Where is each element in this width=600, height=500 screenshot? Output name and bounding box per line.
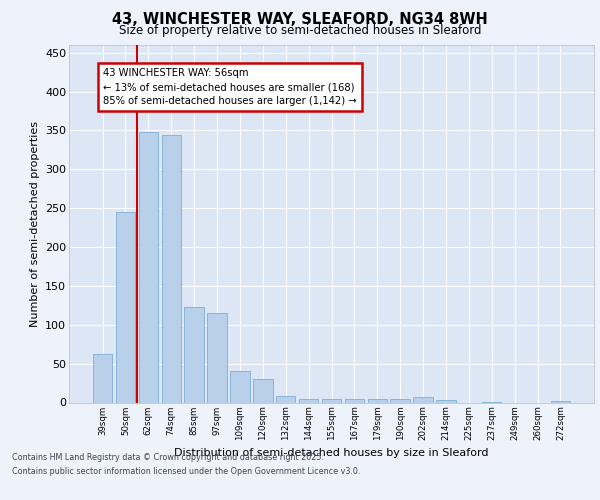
Y-axis label: Number of semi-detached properties: Number of semi-detached properties xyxy=(29,120,40,327)
Bar xyxy=(344,400,364,402)
Text: 43, WINCHESTER WAY, SLEAFORD, NG34 8WH: 43, WINCHESTER WAY, SLEAFORD, NG34 8WH xyxy=(112,12,488,28)
Bar xyxy=(436,400,455,402)
Bar xyxy=(116,212,135,402)
X-axis label: Distribution of semi-detached houses by size in Sleaford: Distribution of semi-detached houses by … xyxy=(174,448,489,458)
Bar xyxy=(93,354,112,403)
Bar xyxy=(322,400,341,402)
Bar xyxy=(230,372,250,402)
Bar xyxy=(184,307,204,402)
Bar xyxy=(208,313,227,402)
Bar xyxy=(253,379,272,402)
Bar xyxy=(551,401,570,402)
Bar xyxy=(276,396,295,402)
Bar xyxy=(368,398,387,402)
Bar xyxy=(161,135,181,402)
Bar xyxy=(391,398,410,402)
Text: Contains public sector information licensed under the Open Government Licence v3: Contains public sector information licen… xyxy=(12,467,361,476)
Bar xyxy=(299,400,319,402)
Text: Size of property relative to semi-detached houses in Sleaford: Size of property relative to semi-detach… xyxy=(119,24,481,37)
Text: Contains HM Land Registry data © Crown copyright and database right 2025.: Contains HM Land Registry data © Crown c… xyxy=(12,454,324,462)
Bar xyxy=(139,132,158,402)
Text: 43 WINCHESTER WAY: 56sqm
← 13% of semi-detached houses are smaller (168)
85% of : 43 WINCHESTER WAY: 56sqm ← 13% of semi-d… xyxy=(103,68,356,106)
Bar xyxy=(413,397,433,402)
